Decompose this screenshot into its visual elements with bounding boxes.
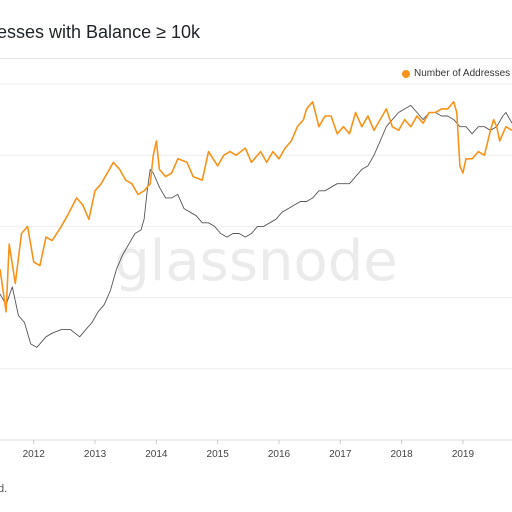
title-divider [0, 58, 512, 59]
x-tick-label-2018: 2018 [391, 449, 414, 460]
x-tick-label-2013: 2013 [84, 449, 107, 460]
x-tick-label-2019: 2019 [452, 449, 475, 460]
legend-label: Number of Addresses w [414, 68, 512, 79]
watermark: glassnode [114, 229, 398, 294]
legend-orange-dot-icon [402, 69, 410, 78]
x-tick-label-2012: 2012 [23, 449, 46, 460]
x-tick-label-2016: 2016 [268, 449, 291, 460]
footer-note: d. [0, 483, 8, 495]
x-tick-label-2017: 2017 [329, 449, 352, 460]
x-tick-label-2014: 2014 [145, 449, 168, 460]
x-tick-label-2015: 2015 [207, 449, 230, 460]
chart-title: esses with Balance ≥ 10k [0, 22, 200, 42]
series-line-addresses [0, 101, 512, 313]
legend[interactable]: Number of Addresses w [402, 68, 512, 79]
